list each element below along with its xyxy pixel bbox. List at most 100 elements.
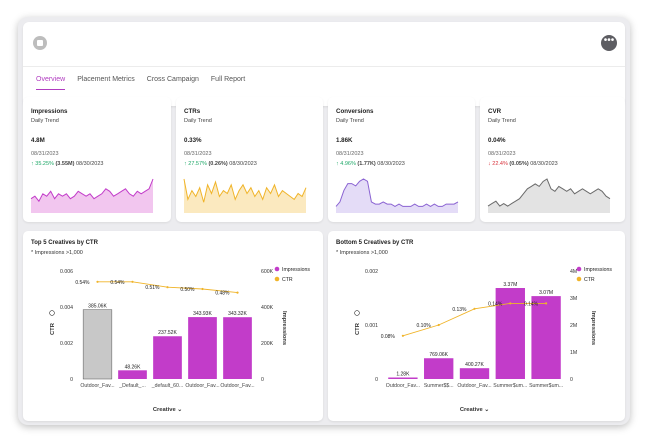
left-tick-label: 0.002: [365, 269, 378, 275]
legend-label[interactable]: CTR: [282, 277, 293, 283]
impressions-bar[interactable]: [531, 296, 561, 379]
right-tick-label: 600K: [261, 269, 274, 275]
bottom-creatives-chart[interactable]: 0 0.001 0.002 0 1M 2M 3M 4M CTR Impressions Creati…: [328, 231, 625, 421]
category-tick-label: _Default_...: [118, 383, 146, 389]
impressions-bar[interactable]: [459, 368, 490, 379]
kpi-card-impressions: Impressions Daily Trend 4.8M 08/31/2023 …: [23, 97, 171, 222]
impressions-bar[interactable]: [223, 317, 252, 379]
legend-swatch: [274, 276, 280, 282]
ctr-point[interactable]: [131, 280, 134, 283]
tab-full-report[interactable]: Full Report: [210, 76, 246, 83]
ctr-point[interactable]: [401, 334, 404, 337]
kpi-compare-date: 08/30/2023: [229, 161, 257, 167]
kpi-sparkline[interactable]: [182, 175, 312, 215]
kpi-title: CVR: [488, 108, 502, 115]
chart-note: * Impressions >1,000: [31, 250, 83, 256]
tab-placement-metrics[interactable]: Placement Metrics: [77, 76, 135, 83]
right-tick-label: 2M: [570, 323, 577, 329]
impressions-bar[interactable]: [388, 377, 418, 380]
ctr-value-label: 0.54%: [110, 280, 125, 286]
category-tick-label: Outdoor_Fav...: [185, 383, 219, 389]
left-tick-label: 0.002: [60, 341, 73, 347]
trend-arrow-down-icon: ↓: [488, 161, 491, 167]
axis-sort-icon[interactable]: [49, 310, 55, 316]
kpi-card-cvr: CVR Daily Trend 0.04% 08/31/2023 ↓ 22.4%…: [480, 97, 625, 222]
kpi-change: ↑ 27.57% (0.26%) 08/30/2023: [184, 161, 257, 167]
legend-label[interactable]: CTR: [584, 277, 595, 283]
sparkline-area: [336, 179, 458, 213]
kpi-value: 0.04%: [488, 137, 506, 144]
dashboard-window: ••• Overview Placement Metrics Cross Cam…: [18, 17, 630, 425]
ctr-point[interactable]: [96, 280, 99, 283]
impressions-bar[interactable]: [82, 309, 113, 380]
left-axis-label: CTR: [50, 322, 56, 335]
sparkline-area: [184, 179, 306, 213]
bar-value-label: 3.37M: [503, 282, 517, 288]
more-horizontal-icon: •••: [603, 35, 615, 46]
impressions-bar[interactable]: [188, 317, 217, 379]
kpi-title: CTRs: [184, 108, 201, 115]
kpi-card-conversions: Conversions Daily Trend 1.86K 08/31/2023…: [328, 97, 475, 222]
right-axis-label: Impressions: [590, 311, 596, 345]
ctr-point[interactable]: [166, 286, 169, 289]
impressions-bar[interactable]: [153, 336, 182, 379]
category-tick-label: Outdoor_Fav...: [386, 383, 420, 389]
sparkline-line: [335, 178, 459, 207]
tab-cross-campaign[interactable]: Cross Campaign: [146, 76, 199, 83]
left-axis-label: CTR: [355, 322, 361, 335]
legend-label[interactable]: Impressions: [584, 267, 612, 273]
ctr-point[interactable]: [473, 307, 476, 310]
category-tick-label: Outdoor_Fav...: [220, 383, 254, 389]
trend-arrow-up-icon: ↑: [184, 161, 187, 167]
kpi-change-pct: 35.25%: [35, 161, 54, 167]
ctr-point[interactable]: [509, 302, 512, 305]
trend-arrow-up-icon: ↑: [31, 161, 34, 167]
kpi-change: ↑ 4.96% (1.77K) 08/30/2023: [336, 161, 405, 167]
ctr-value-label: 0.14%: [488, 301, 503, 307]
impressions-bar[interactable]: [118, 370, 147, 379]
right-tick-label: 4M: [570, 269, 577, 275]
bar-value-label: 3.07M: [539, 290, 553, 296]
chart-title: Top 5 Creatives by CTR: [31, 240, 98, 246]
kpi-sparkline[interactable]: [486, 175, 616, 215]
axis-sort-icon[interactable]: [354, 310, 360, 316]
bar-value-label: 237.52K: [158, 330, 177, 336]
ctr-point[interactable]: [201, 287, 204, 291]
ctr-value-label: 0.08%: [381, 334, 396, 340]
tab-overview[interactable]: Overview: [36, 72, 66, 90]
kpi-value: 0.33%: [184, 137, 202, 144]
bar-value-label: 385.06K: [88, 304, 107, 310]
kpi-compare-date: 08/30/2023: [377, 161, 405, 167]
sparkline-area: [31, 179, 153, 213]
kpi-sparkline[interactable]: [29, 175, 159, 215]
kpi-value: 1.86K: [336, 137, 353, 144]
legend-label[interactable]: Impressions: [282, 267, 310, 273]
x-axis-label: Creative ⌄: [460, 407, 489, 413]
dashboard-header: ••• Overview Placement Metrics Cross Cam…: [23, 22, 625, 106]
sparkline-area: [488, 179, 610, 213]
top-creatives-card: Top 5 Creatives by CTR * Impressions >1,…: [23, 231, 323, 421]
kpi-change: ↓ 22.4% (0.05%) 08/30/2023: [488, 161, 558, 167]
kpi-card-ctrs: CTRs Daily Trend 0.33% 08/31/2023 ↑ 27.5…: [176, 97, 323, 222]
kpi-sparkline[interactable]: [334, 175, 464, 215]
chart-note: * Impressions >1,000: [336, 250, 388, 256]
right-tick-label: 0: [570, 377, 573, 383]
ctr-point[interactable]: [437, 323, 440, 327]
ctr-point[interactable]: [236, 291, 239, 294]
ctr-value-label: 0.14%: [524, 301, 539, 307]
app-logo-icon[interactable]: [33, 36, 47, 50]
kpi-date: 08/31/2023: [488, 151, 516, 157]
top-creatives-chart[interactable]: 0 0.002 0.004 0.006 0 200K 400K 600K CTR Impressi…: [23, 231, 323, 421]
more-options-button[interactable]: •••: [601, 35, 617, 51]
bar-value-label: 400.27K: [465, 362, 484, 368]
impressions-bar[interactable]: [424, 358, 454, 379]
bar-value-label: 1.28K: [396, 372, 410, 378]
header-divider: [23, 66, 625, 67]
x-axis-label: Creative ⌄: [153, 407, 182, 413]
kpi-change-pct: 22.4%: [492, 161, 508, 167]
kpi-subtitle: Daily Trend: [488, 118, 516, 124]
category-tick-label: Summer$um...: [529, 383, 563, 389]
kpi-subtitle: Daily Trend: [336, 118, 364, 124]
ctr-point[interactable]: [545, 302, 548, 305]
left-tick-label: 0.004: [60, 305, 73, 311]
